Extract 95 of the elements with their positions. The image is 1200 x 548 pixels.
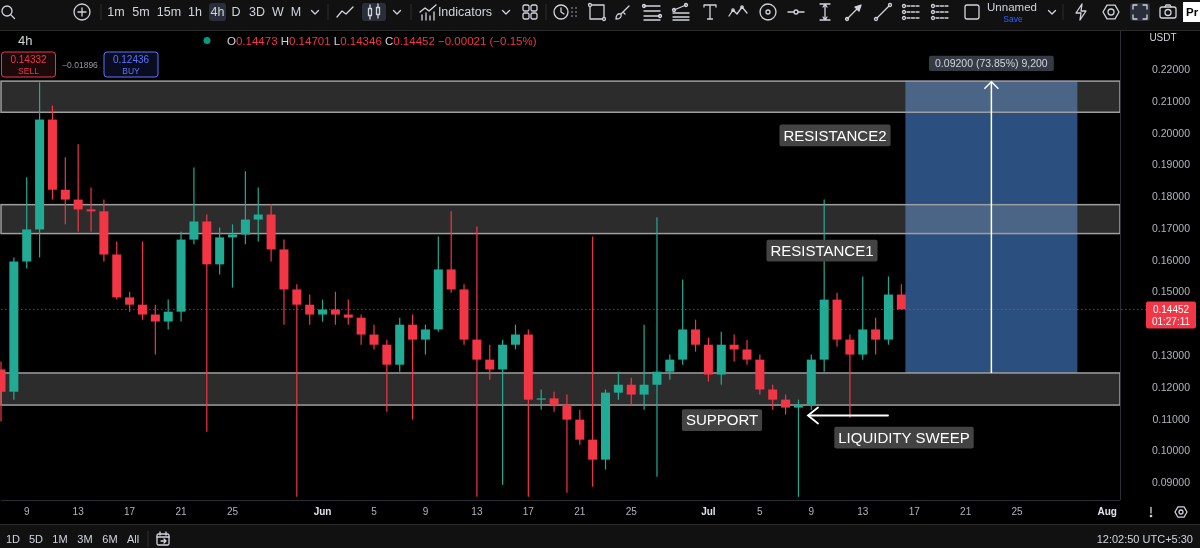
x-tick-label: Jul (701, 506, 716, 517)
y-tick-label: 0.13000 (1152, 349, 1191, 362)
candlestick (420, 324, 430, 356)
candlestick (382, 339, 392, 413)
y-tick-label: 0.18000 (1152, 190, 1191, 203)
x-tick-label: Aug (1097, 506, 1117, 517)
candlestick (318, 299, 328, 323)
text: M (290, 5, 302, 19)
annotation: BUY (122, 66, 141, 76)
y-tick-label: 0.12000 (1152, 380, 1191, 393)
y-tick-label: 0.09000 (1152, 476, 1191, 489)
candlestick (60, 156, 70, 225)
text: 3M (77, 533, 93, 545)
x-tick-label: 21 (175, 506, 188, 517)
text: 12:02:50 UTC+5:30 (1096, 533, 1193, 545)
candlestick (253, 186, 263, 243)
text: 1m (107, 5, 125, 19)
x-tick-label: 25 (226, 506, 239, 517)
text: 6M (102, 533, 118, 545)
candlestick (408, 313, 418, 421)
x-tick-label: 13 (72, 506, 85, 517)
text: Save (1003, 14, 1023, 24)
data-label: 0.09200 (73.85%) 9,200 (935, 57, 1048, 70)
y-tick-label: 0.20000 (1152, 126, 1191, 139)
y-tick-label: 0.15000 (1152, 285, 1191, 298)
text: O0.14473 H0.14701 L0.14346 C0.14452 −0.00021 (−0.15%) (227, 35, 537, 47)
candlestick (189, 166, 199, 245)
text: Unnamed (987, 1, 1037, 13)
text: 1h (188, 5, 202, 19)
x-tick-label: 17 (908, 506, 921, 517)
annotation: SELL (18, 66, 40, 76)
candlestick (665, 353, 675, 381)
x-tick-label: 5 (757, 506, 764, 517)
text: Pr (1186, 6, 1199, 18)
y-tick-label: 0.17000 (1152, 221, 1191, 234)
chart-title: 4h (18, 33, 33, 48)
text: 15m (156, 5, 182, 19)
x-tick-label: 17 (522, 506, 535, 517)
x-tick-label: 9 (808, 506, 815, 517)
candlestick (485, 344, 495, 381)
text: 3D (249, 5, 265, 19)
text: W (272, 5, 285, 19)
candlestick (510, 324, 520, 351)
candlestick (73, 143, 83, 233)
text: 5D (28, 533, 44, 545)
annotation: −0.01896 (62, 60, 99, 70)
x-tick-label: 25 (1011, 506, 1024, 517)
candlestick (613, 371, 623, 401)
x-tick-label: Jun (313, 506, 332, 517)
candlestick (626, 377, 636, 406)
candlestick (781, 393, 791, 416)
candlestick (356, 313, 366, 346)
candlestick (549, 391, 559, 413)
x-tick-label: 25 (625, 506, 638, 517)
y-tick-label: 0.10000 (1152, 444, 1191, 457)
x-tick-label: 5 (371, 506, 378, 517)
y-tick-label: 0.16000 (1152, 253, 1191, 266)
candlestick (871, 317, 881, 356)
y-tick-label: 0.19000 (1152, 158, 1191, 171)
candlestick (768, 384, 778, 411)
candlestick (240, 170, 250, 245)
x-tick-label: 9 (422, 506, 429, 517)
y-tick-label: 0.11000 (1152, 412, 1190, 425)
annotation: 0.14332 (10, 54, 48, 65)
text: 1M (52, 533, 68, 545)
text: D (231, 5, 241, 19)
annotation: 0.12436 (112, 54, 150, 65)
candlestick (562, 393, 572, 494)
candlestick (536, 388, 546, 411)
x-tick-label: 17 (124, 506, 136, 517)
text: All (126, 533, 140, 545)
candlestick (369, 324, 379, 351)
candlestick (86, 186, 96, 233)
x-tick-label: 9 (23, 506, 30, 517)
x-tick-label: 13 (857, 506, 869, 517)
y-tick-label: 0.21000 (1152, 94, 1191, 107)
x-tick-label: 21 (574, 506, 586, 517)
candlestick (742, 339, 752, 366)
candlestick (575, 409, 585, 446)
candlestick (845, 333, 855, 419)
text: 5m (132, 5, 150, 19)
candlestick (691, 319, 701, 353)
candlestick (793, 399, 803, 498)
ref-line-label: 0.14452 (1152, 304, 1190, 316)
text: USDT (1149, 32, 1177, 43)
y-tick-label: 0.22000 (1152, 63, 1191, 76)
candlestick (639, 324, 649, 411)
candlestick (163, 299, 173, 331)
text: Indicators (437, 5, 493, 19)
candlestick (652, 216, 662, 478)
x-tick-label: 13 (471, 506, 483, 517)
text: 1D (5, 533, 21, 545)
candlestick (446, 210, 456, 294)
x-tick-label: 21 (960, 506, 972, 517)
text: 01:27:11 (1151, 316, 1191, 327)
